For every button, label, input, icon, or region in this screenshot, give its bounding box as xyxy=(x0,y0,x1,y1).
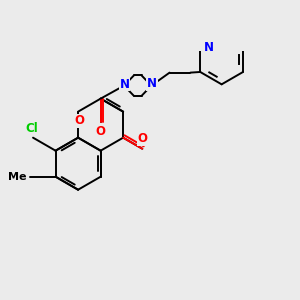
Text: O: O xyxy=(96,125,106,139)
Text: N: N xyxy=(120,78,130,91)
Text: N: N xyxy=(147,77,157,90)
Text: N: N xyxy=(204,41,214,54)
Text: Me: Me xyxy=(8,172,27,182)
Text: O: O xyxy=(137,132,147,145)
Text: O: O xyxy=(74,114,85,128)
Text: Cl: Cl xyxy=(25,122,38,135)
